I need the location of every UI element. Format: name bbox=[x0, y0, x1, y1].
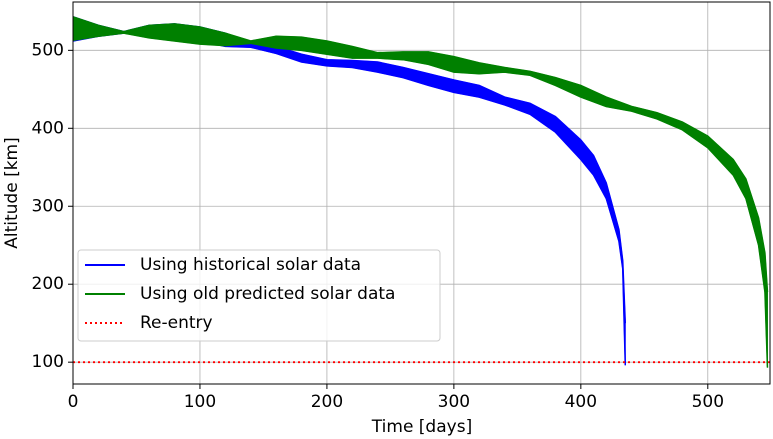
plot-frame bbox=[72, 1, 771, 385]
band-upper bbox=[72, 16, 769, 293]
x-tick-label: 0 bbox=[68, 392, 79, 412]
legend-label: Using old predicted solar data bbox=[140, 284, 395, 304]
y-axis-label: Altitude [km] bbox=[2, 137, 22, 249]
legend-label: Re-entry bbox=[140, 313, 213, 333]
legend-box bbox=[77, 249, 441, 342]
x-tick-label: 200 bbox=[311, 392, 343, 412]
y-tick-label: 500 bbox=[32, 40, 64, 60]
legend: Using historical solar data Using old pre… bbox=[77, 249, 441, 342]
y-tick-label: 200 bbox=[32, 274, 64, 294]
y-tick-label: 400 bbox=[32, 118, 64, 138]
y-tick-label: 300 bbox=[32, 196, 64, 216]
x-tick-label: 300 bbox=[438, 392, 470, 412]
legend-label: Using historical solar data bbox=[140, 255, 361, 275]
x-tick-label: 500 bbox=[692, 392, 724, 412]
y-tick-label: 100 bbox=[32, 352, 64, 372]
x-tick-label: 400 bbox=[565, 392, 597, 412]
band-lower bbox=[72, 32, 769, 368]
x-axis-label: Time [days] bbox=[371, 417, 472, 437]
x-tick-label: 100 bbox=[184, 392, 216, 412]
